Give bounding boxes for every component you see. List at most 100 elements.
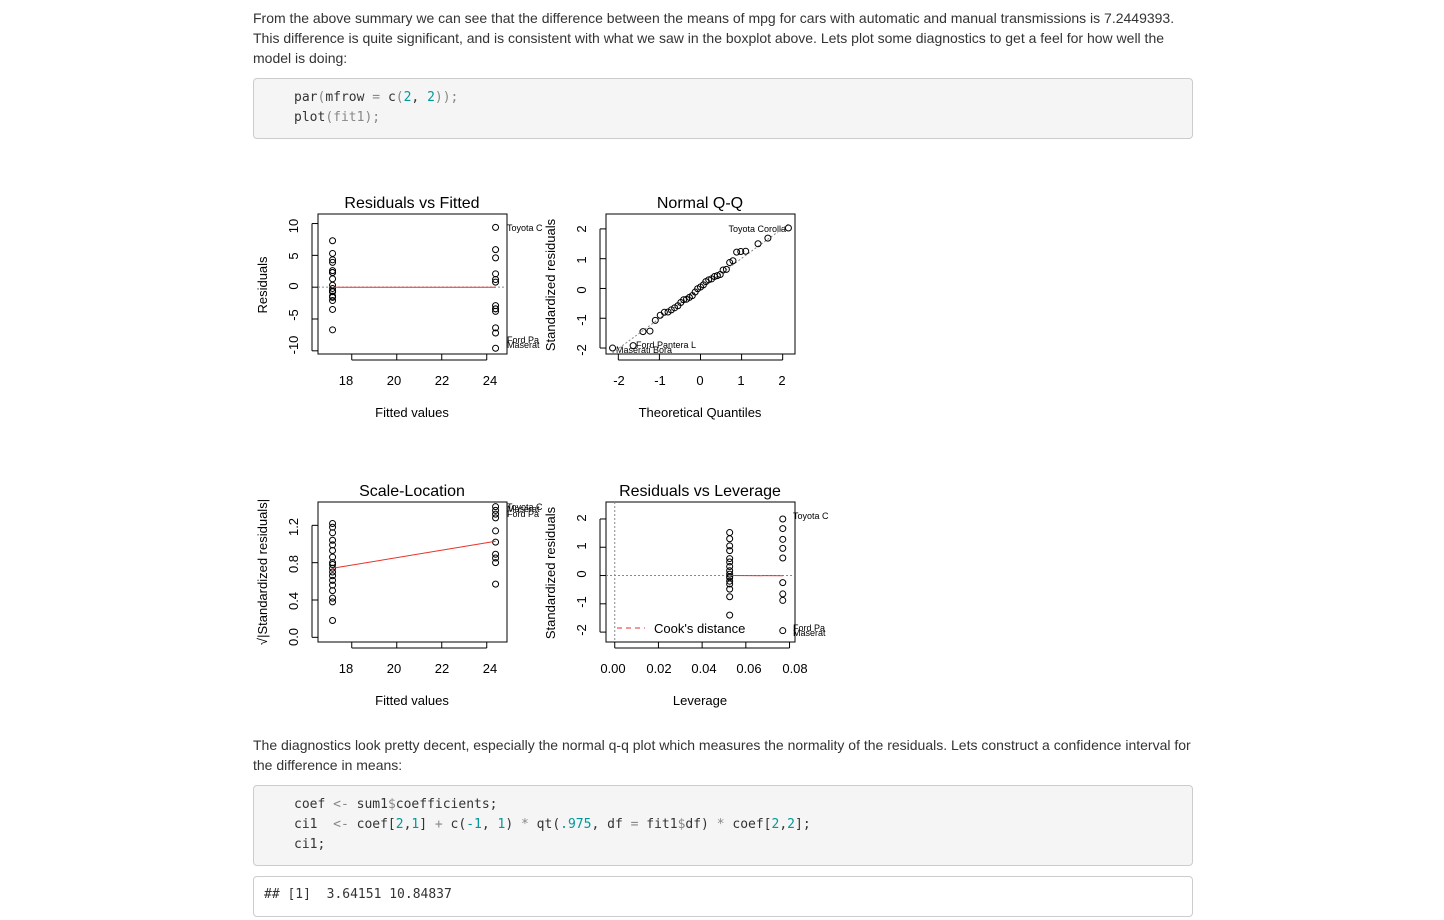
code-block-plot[interactable]: par(mfrow = c(2, 2)); plot(fit1); [253, 78, 1193, 139]
code-token: , [411, 90, 428, 105]
data-point [733, 248, 741, 256]
x-tick-label: 18 [339, 373, 353, 388]
y-tick-label: 0.0 [286, 628, 301, 646]
y-tick-label: -5 [286, 309, 301, 321]
code-token: 2 [787, 817, 795, 832]
data-point [329, 256, 337, 264]
point-label: Ford Pa [507, 335, 539, 345]
data-point [329, 536, 337, 544]
code-token: 2 [395, 817, 404, 832]
data-point [329, 617, 337, 625]
y-tick-label: 1.2 [286, 518, 301, 536]
data-point [492, 527, 500, 535]
code-token: * [521, 817, 529, 832]
point-label: Toyota C [507, 502, 543, 512]
data-point [726, 611, 734, 619]
data-point [726, 555, 734, 563]
point-label: Maserat [507, 504, 540, 514]
data-point [779, 515, 787, 523]
data-point [726, 542, 734, 550]
data-point [329, 237, 337, 245]
code-token: (fit1); [325, 110, 381, 125]
data-point [726, 529, 734, 537]
data-point [726, 259, 734, 267]
data-point [779, 544, 787, 552]
data-point [329, 572, 337, 580]
x-axis-label: Fitted values [375, 693, 449, 708]
data-point [329, 587, 337, 595]
data-point [726, 547, 734, 555]
data-point [492, 254, 500, 262]
data-point [779, 590, 787, 598]
x-tick-label: 20 [387, 373, 401, 388]
data-point [492, 580, 500, 588]
data-point [492, 554, 500, 562]
intro-paragraph: From the above summary we can see that t… [253, 8, 1213, 68]
chart-title: Residuals vs Leverage [619, 483, 781, 500]
data-point [680, 296, 688, 304]
x-tick-label: 20 [387, 661, 401, 676]
code-line: ci1; [294, 837, 325, 852]
x-tick-label: 2 [778, 373, 785, 388]
data-point [779, 554, 787, 562]
chart-title: Scale-Location [359, 483, 465, 500]
code-token: + [434, 817, 443, 832]
y-tick-label: 0 [574, 286, 589, 293]
code-token: 2 [771, 817, 780, 832]
data-point [722, 265, 730, 273]
data-point [726, 558, 734, 566]
code-token: = [364, 90, 388, 105]
x-axis-label: Theoretical Quantiles [639, 405, 762, 420]
code-token: ( [317, 90, 326, 105]
data-point [329, 249, 337, 257]
code-token: * [716, 817, 725, 832]
intro-line-3: model is doing: [253, 50, 348, 66]
x-tick-label: 0.02 [646, 661, 671, 676]
data-point [492, 506, 500, 514]
y-tick-label: -2 [574, 344, 589, 356]
code-token: ci1 [294, 817, 334, 832]
data-point [329, 275, 337, 283]
code-token: -1 [466, 817, 482, 832]
code-token: df) [685, 817, 717, 832]
y-tick-label: -10 [286, 336, 301, 355]
intro-line-2: This difference is quite significant, an… [253, 30, 1165, 46]
point-label: Toyota C [507, 223, 543, 233]
smoother-fit-line [332, 540, 496, 569]
code-token: plot [294, 110, 326, 125]
panel-residuals-vs-leverage: Residuals vs Leverage Leverage Standardi… [543, 483, 829, 708]
code-token: coef[ [348, 817, 396, 832]
data-point [329, 258, 337, 266]
y-axis-label: Residuals [255, 256, 270, 314]
code-token: = [630, 817, 639, 832]
data-point [492, 559, 500, 567]
y-axis-label: √|Standardized residuals| [255, 499, 270, 645]
y-tick-label: 0 [286, 282, 301, 289]
x-tick-label: 0.06 [736, 661, 761, 676]
code-token: 1 [497, 817, 506, 832]
plot-frame [317, 501, 508, 643]
code-block-ci[interactable]: coef <- sum1$coefficients; ci1 <- coef[2… [253, 785, 1193, 866]
code-token: )); [434, 90, 459, 105]
x-tick-label: 24 [483, 373, 497, 388]
point-label: Maserat [793, 628, 826, 638]
y-axis-label: Standardized residuals [543, 506, 558, 639]
code-token: 1 [411, 817, 420, 832]
data-point [742, 247, 750, 255]
x-axis-label: Fitted values [375, 405, 449, 420]
panel-residuals-vs-fitted: Residuals vs Fitted Fitted values Residu… [255, 195, 543, 420]
data-point [492, 270, 500, 278]
code-token: par [294, 90, 318, 105]
y-tick-label: 10 [286, 219, 301, 233]
y-axis-label: Standardized residuals [543, 218, 558, 351]
code-token: $ [677, 817, 686, 832]
y-tick-label: 2 [574, 514, 589, 521]
data-point [729, 257, 737, 265]
code-token: c( [442, 817, 467, 832]
data-point [329, 594, 337, 602]
data-point [764, 234, 772, 242]
y-tick-label: -1 [574, 314, 589, 326]
data-point [779, 525, 787, 533]
code-token: mfrow [325, 90, 365, 105]
